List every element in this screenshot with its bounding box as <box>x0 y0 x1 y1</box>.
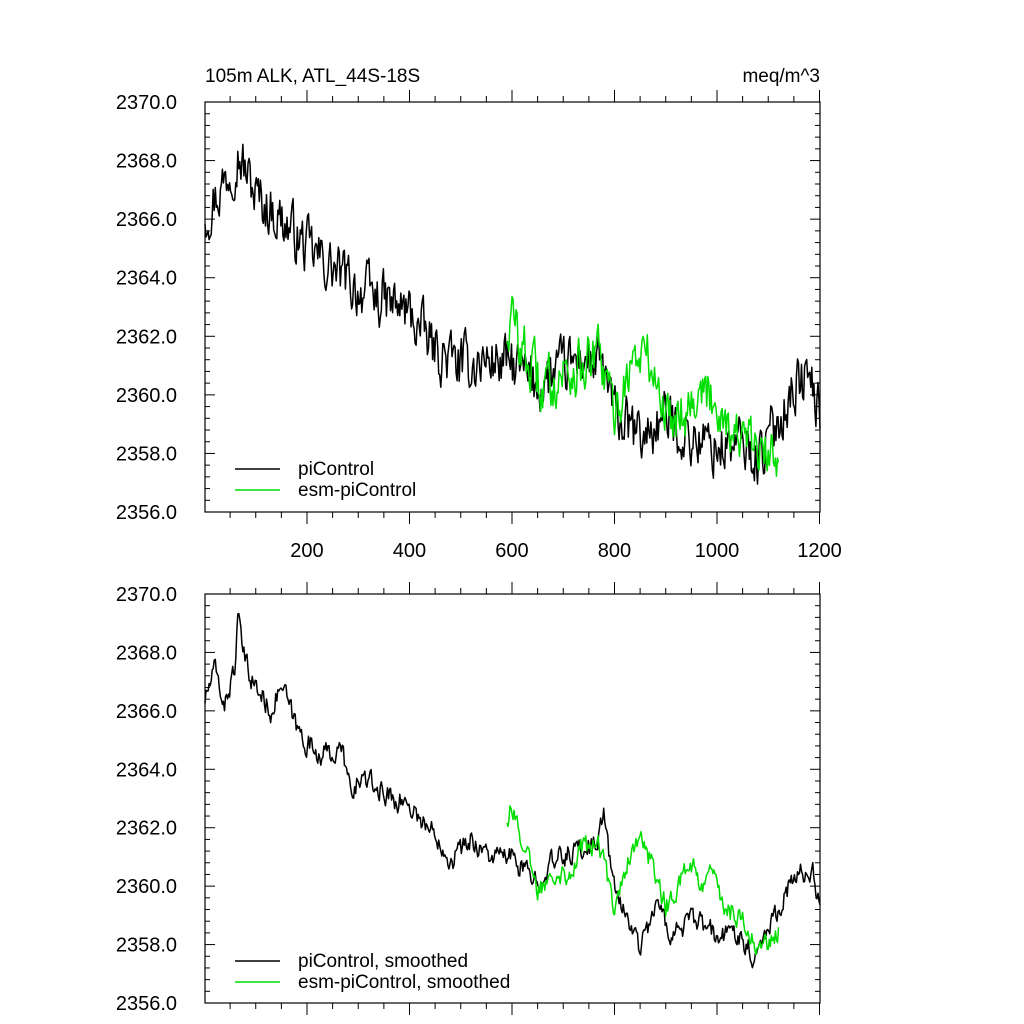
x-tick-label: 400 <box>393 540 426 562</box>
y-tick-label: 2358.0 <box>116 935 177 957</box>
y-tick-label: 2370.0 <box>116 584 177 606</box>
legend: piControl, smoothed esm-piControl, smoot… <box>235 951 510 993</box>
y-tick-label: 2362.0 <box>116 818 177 840</box>
series-layer <box>204 612 821 969</box>
y-tick-label: 2356.0 <box>116 993 177 1015</box>
legend-label-esm-picontrol: esm-piControl <box>298 480 416 501</box>
y-tick-label: 2360.0 <box>116 876 177 898</box>
legend-label-esm-picontrol-smoothed: esm-piControl, smoothed <box>298 972 510 993</box>
smoothed-panel: 2356.0 2358.0 2360.0 2362.0 2364.0 2366.0 2368… <box>116 582 821 1015</box>
x-tick-label: 800 <box>598 540 631 562</box>
y-tick-label: 2368.0 <box>116 642 177 664</box>
y-tick-label: 2364.0 <box>116 759 177 781</box>
y-tick-label: 2366.0 <box>116 209 177 231</box>
series-line-picontrol <box>204 143 821 485</box>
y-tick-label: 2364.0 <box>116 268 177 290</box>
y-tick-label: 2368.0 <box>116 151 177 173</box>
plot-frame <box>204 101 821 513</box>
y-tick-label: 2360.0 <box>116 385 177 407</box>
x-tick-label: 1200 <box>797 540 842 562</box>
y-tick-label: 2370.0 <box>116 92 177 114</box>
series-layer <box>204 143 821 485</box>
chart-title: 105m ALK, ATL_44S-18S <box>205 66 420 87</box>
tick-marks <box>205 90 820 524</box>
y-tick-labels: 2356.0 2358.0 2360.0 2362.0 2364.0 2366.0 2368… <box>116 584 177 1015</box>
y-tick-label: 2362.0 <box>116 326 177 348</box>
x-tick-labels: 200 400 600 800 1000 1200 <box>290 540 841 562</box>
tick-marks <box>205 582 820 1015</box>
legend-label-picontrol-smoothed: piControl, smoothed <box>298 951 468 972</box>
y-tick-label: 2356.0 <box>116 502 177 524</box>
raw-panel: 2356.0 2358.0 2360.0 2362.0 2364.0 2366.0 2368… <box>116 90 842 562</box>
y-tick-labels: 2356.0 2358.0 2360.0 2362.0 2364.0 2366.0 2368… <box>116 92 177 524</box>
units-label: meq/m^3 <box>742 66 820 87</box>
legend: piControl esm-piControl <box>235 459 416 501</box>
series-line-esm-picontrol <box>506 295 780 477</box>
legend-label-picontrol: piControl <box>298 459 374 480</box>
series-line-esm-picontrol-smoothed <box>506 805 780 956</box>
x-tick-label: 200 <box>290 540 323 562</box>
plot-frame <box>204 593 821 1004</box>
x-tick-label: 600 <box>495 540 528 562</box>
y-tick-label: 2366.0 <box>116 701 177 723</box>
y-tick-label: 2358.0 <box>116 443 177 465</box>
x-tick-label: 1000 <box>695 540 740 562</box>
series-line-picontrol-smoothed <box>204 612 821 969</box>
